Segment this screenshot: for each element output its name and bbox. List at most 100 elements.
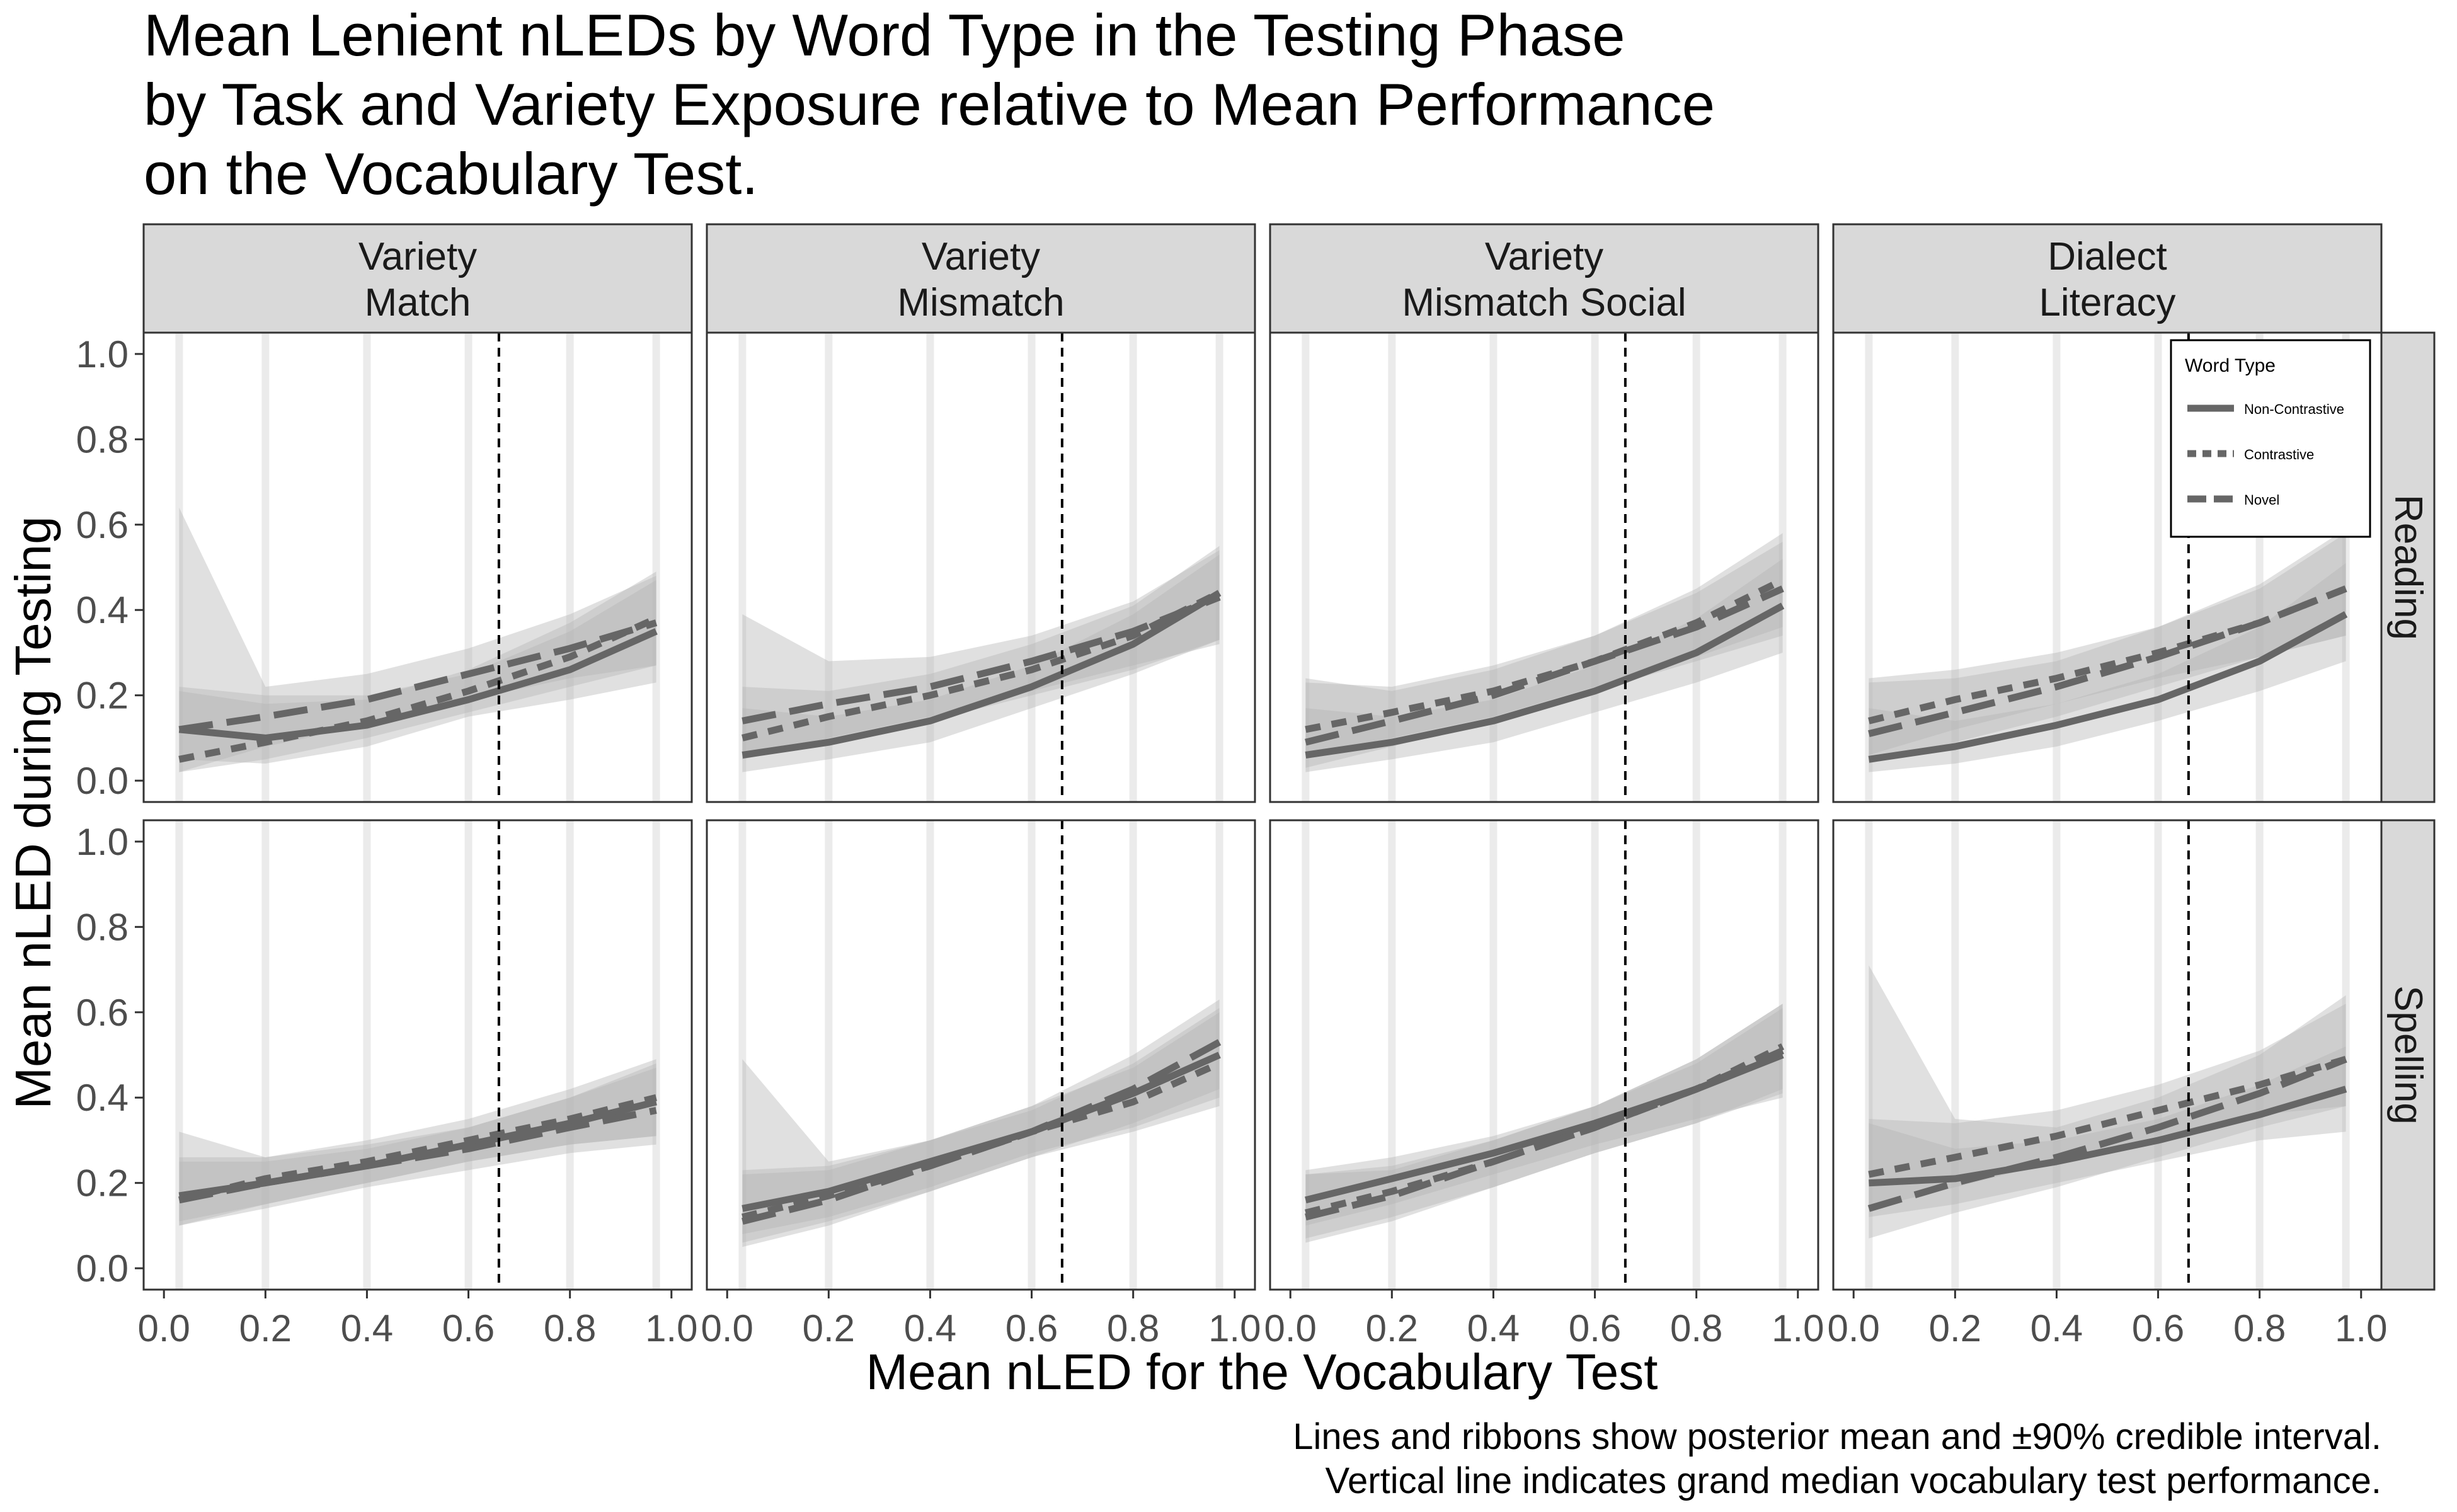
series-line-novel — [1867, 1056, 2347, 1212]
ribbon-non-contrastive — [179, 1063, 656, 1222]
column-strip-label-line2: Literacy — [2039, 281, 2175, 324]
chart-title-line-3: on the Vocabulary Test. — [144, 140, 758, 207]
series-line-contrastive — [742, 590, 1222, 742]
panel-background — [1270, 333, 1818, 802]
y-axis-label: Mean nLED during Testing — [5, 516, 61, 1109]
legend: Word Type Non-Contrastive Contrastive Novel — [2170, 339, 2371, 538]
x-tick-label: 0.0 — [701, 1307, 753, 1349]
panel-1 — [706, 331, 1256, 803]
x-tick-label: 0.2 — [1929, 1307, 1981, 1349]
series-line-novel — [742, 593, 1221, 724]
legend-title: Word Type — [2185, 355, 2276, 376]
x-tick-label: 1.0 — [1772, 1307, 1824, 1349]
x-tick-label: 0.8 — [1670, 1307, 1722, 1349]
panel-0: 0.0 0.2 0.4 0.6 0.8 1.0 — [76, 331, 693, 803]
x-tick-label: 0.4 — [1467, 1307, 1520, 1349]
row-strip-label: Spelling — [2386, 985, 2430, 1125]
x-tick-label: 0.0 — [1264, 1307, 1317, 1349]
panel-background — [1270, 820, 1818, 1290]
x-tick-label: 0.4 — [904, 1307, 956, 1349]
x-tick-label: 0.8 — [1107, 1307, 1159, 1349]
caption-line-1: Lines and ribbons show posterior mean an… — [1293, 1416, 2381, 1457]
column-strip-label-line2: Match — [365, 281, 471, 324]
column-strip-bg — [1832, 223, 2383, 334]
series-line-novel — [178, 619, 658, 733]
series-line-contrastive — [1868, 585, 2347, 724]
series-line-novel — [1868, 585, 2347, 737]
ribbon-non-contrastive — [742, 554, 1220, 772]
chart-title-line-1: Mean Lenient nLEDs by Word Type in the T… — [144, 2, 1625, 68]
column-strip-bg — [142, 223, 693, 334]
y-tick-label: 0.2 — [76, 1162, 129, 1205]
x-tick-label: 0.6 — [2132, 1307, 2184, 1349]
panel-7: 0.0 0.2 0.4 0.6 0.8 1.0 — [1828, 819, 2387, 1349]
y-tick-label: 0.0 — [76, 760, 129, 802]
ribbon-non-contrastive — [1305, 559, 1783, 772]
series-line-non-contrastive — [178, 628, 658, 742]
panel-4: 0.0 0.2 0.4 0.6 0.8 1.0 0.0 0.2 0.4 0.6 0.8 1.0 — [76, 819, 697, 1349]
x-tick-label: 0.8 — [544, 1307, 596, 1349]
column-strip-label-line1: Variety — [922, 235, 1040, 278]
series-line-contrastive — [1868, 1056, 2347, 1178]
column-strip-label-line2: Mismatch Social — [1402, 281, 1686, 324]
series-line-novel — [1305, 1047, 1784, 1221]
row-strip-bg — [2380, 331, 2436, 803]
y-tick-label: 0.8 — [76, 418, 129, 461]
legend-entry-label: Non-Contrastive — [2244, 401, 2344, 417]
y-tick-label: 1.0 — [76, 821, 129, 863]
legend-box — [2170, 339, 2371, 538]
legend-entry-label: Novel — [2244, 492, 2279, 508]
series-line-contrastive — [178, 1094, 657, 1204]
caption-line-2: Vertical line indicates grand median voc… — [1326, 1460, 2381, 1501]
chart-title-line-2: by Task and Variety Exposure relative to… — [144, 71, 1715, 137]
panel-border — [1832, 331, 2383, 803]
x-tick-label: 0.2 — [239, 1307, 292, 1349]
x-tick-label: 1.0 — [1208, 1307, 1261, 1349]
x-tick-label: 1.0 — [2335, 1307, 2387, 1349]
ribbon-non-contrastive — [179, 580, 656, 764]
row-strip-bg — [2380, 819, 2436, 1291]
y-tick-label: 0.8 — [76, 906, 129, 948]
row-strip-label: Reading — [2386, 495, 2430, 640]
y-tick-label: 0.4 — [76, 1077, 129, 1119]
x-tick-label: 0.6 — [1569, 1307, 1621, 1349]
y-tick-label: 0.0 — [76, 1247, 129, 1290]
ribbon-novel — [742, 550, 1220, 760]
column-strip-label-line2: Mismatch — [897, 281, 1064, 324]
panel-5: 0.0 0.2 0.4 0.6 0.8 1.0 — [701, 819, 1261, 1349]
column-strip-label-line1: Dialect — [2048, 235, 2167, 278]
panel-background — [707, 820, 1255, 1290]
panel-border — [1269, 819, 1819, 1291]
panel-border — [142, 331, 693, 803]
facet-panels: VarietyMatchVarietyMismatchVarietyMismat… — [76, 223, 2436, 1349]
series-line-novel — [1305, 585, 1784, 746]
panel-2 — [1269, 331, 1819, 803]
legend-entry-label: Contrastive — [2244, 447, 2314, 462]
panel-border — [706, 819, 1256, 1291]
y-tick-label: 0.6 — [76, 992, 129, 1034]
x-tick-label: 0.6 — [1005, 1307, 1058, 1349]
series-line-non-contrastive — [1869, 1085, 2347, 1187]
panel-border — [142, 819, 693, 1291]
ribbon-novel — [179, 1067, 656, 1226]
column-strip-label-line1: Variety — [1485, 235, 1603, 278]
ribbon-contrastive — [1869, 533, 2346, 755]
x-tick-label: 0.0 — [1828, 1307, 1880, 1349]
row-strip-0: Reading — [2380, 331, 2436, 803]
x-tick-label: 1.0 — [645, 1307, 697, 1349]
series-line-non-contrastive — [1305, 602, 1785, 759]
x-tick-label: 0.2 — [803, 1307, 855, 1349]
column-strip-bg — [1269, 223, 1819, 334]
panel-background — [1833, 820, 2381, 1290]
y-tick-label: 0.6 — [76, 504, 129, 546]
ribbon-contrastive — [179, 571, 656, 772]
ribbon-contrastive — [1869, 1004, 2346, 1209]
x-tick-label: 0.2 — [1366, 1307, 1418, 1349]
y-tick-label: 0.4 — [76, 589, 129, 631]
x-tick-label: 0.4 — [341, 1307, 393, 1349]
x-tick-label: 0.8 — [2233, 1307, 2286, 1349]
